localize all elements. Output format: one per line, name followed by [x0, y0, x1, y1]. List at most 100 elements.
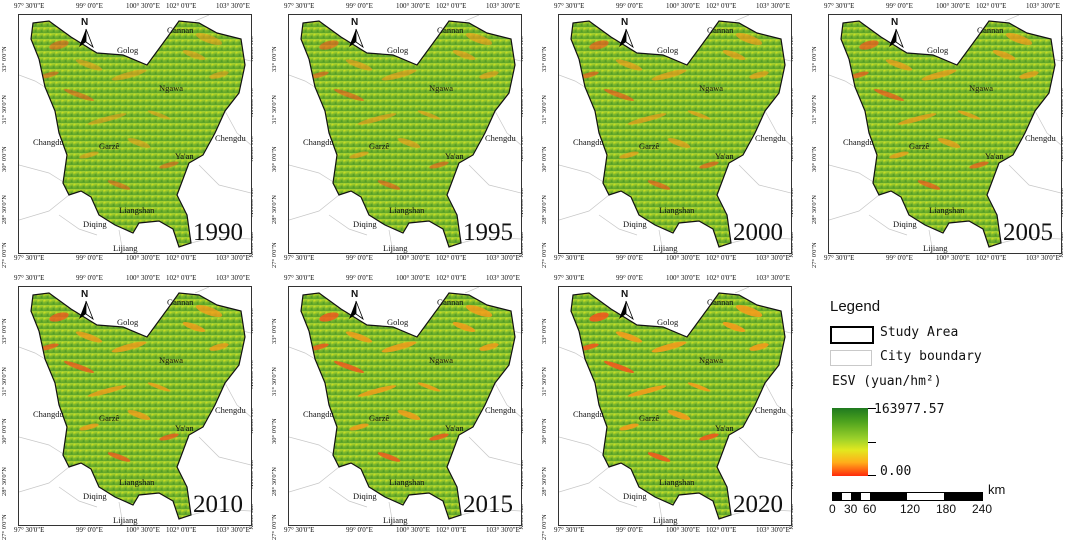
- map-legend: Legend Study Area City boundary ESV (yua…: [829, 298, 1060, 528]
- longitude-tick: 99° 0'0"E: [616, 2, 643, 10]
- low-esv-patch: [147, 382, 171, 392]
- longitude-tick: 97° 30'0"E: [284, 2, 315, 10]
- place-label-changdu: Changdu: [303, 409, 334, 419]
- city-boundary-line: [289, 194, 340, 221]
- longitude-tick: 97° 30'0"E: [284, 274, 315, 282]
- place-label-garze: Garzê: [639, 141, 660, 151]
- esv-label: ESV (yuan/hm²): [832, 374, 942, 389]
- low-esv-patch: [49, 312, 69, 322]
- low-esv-patch: [921, 69, 957, 81]
- place-label-diqing: Diqing: [623, 219, 647, 229]
- low-esv-patch: [309, 343, 329, 351]
- latitude-tick: 33° 0'0"N: [271, 318, 278, 344]
- latitude-tick: 31° 30'0"N: [1, 95, 8, 124]
- longitude-tick: 100° 30'0"E: [126, 254, 160, 262]
- low-esv-patch: [429, 433, 449, 441]
- longitude-tick: 103° 30'0"E: [216, 254, 250, 262]
- low-value-patches: [39, 304, 229, 462]
- place-label-yaan: Ya'an: [985, 151, 1004, 161]
- north-label: N: [621, 289, 629, 300]
- city-boundary-line: [764, 110, 791, 146]
- low-esv-patch: [397, 138, 421, 148]
- city-boundary-line: [1000, 236, 1061, 244]
- place-label-ngawa: Ngawa: [159, 355, 184, 365]
- longitude-tick: 103° 30'0"E: [486, 254, 520, 262]
- ramp-tick-max: [868, 408, 876, 409]
- city-boundary-line: [289, 346, 316, 360]
- low-esv-patch: [859, 40, 879, 50]
- longitude-tick: 99° 0'0"E: [886, 2, 913, 10]
- study-area-outline: [300, 292, 516, 520]
- longitude-tick: 99° 0'0"E: [886, 254, 913, 262]
- low-esv-patch: [589, 312, 609, 322]
- place-label-golog: Golog: [117, 317, 139, 327]
- north-label: N: [891, 17, 899, 28]
- low-esv-patch: [381, 341, 417, 353]
- map-year-label: 1995: [463, 219, 513, 246]
- longitude-tick: 99° 0'0"E: [616, 526, 643, 534]
- place-label-lijiang: Lijiang: [653, 515, 678, 525]
- city-boundary-line: [464, 15, 480, 22]
- low-esv-patch: [381, 69, 417, 81]
- place-label-gannan: Gannan: [167, 297, 194, 307]
- low-esv-patch: [465, 32, 493, 46]
- scale-bar-graphic: [832, 492, 983, 501]
- longitude-tick: 103° 30'0"E: [756, 526, 790, 534]
- map-year-label: 1990: [193, 219, 243, 246]
- low-esv-patch: [79, 151, 99, 159]
- longitude-tick: 100° 30'0"E: [666, 2, 700, 10]
- place-label-diqing: Diqing: [353, 219, 377, 229]
- low-esv-patch: [885, 59, 913, 71]
- map-frame: Gannan Golog Ngawa Chengdu Changdu Garzê Ya'an…: [18, 14, 252, 254]
- longitude-tick: 100° 30'0"E: [126, 274, 160, 282]
- latitude-tick: 27° 0'0"N: [1, 242, 8, 268]
- latitude-tick: 31° 30'0"N: [271, 367, 278, 396]
- low-value-patches: [579, 304, 769, 462]
- latitude-tick: 33° 0'0"N: [1, 46, 8, 72]
- longitude-tick: 103° 30'0"E: [756, 2, 790, 10]
- city-boundary-line: [19, 436, 66, 456]
- north-label: N: [81, 17, 89, 28]
- longitude-tick: 100° 30'0"E: [396, 274, 430, 282]
- city-boundary-line: [19, 346, 46, 360]
- place-label-garze: Garzê: [909, 141, 930, 151]
- longitude-tick: 103° 30'0"E: [1026, 2, 1060, 10]
- latitude-tick: 28° 30'0"N: [541, 467, 548, 496]
- place-label-diqing: Diqing: [83, 491, 107, 501]
- longitude-tick: 97° 30'0"E: [554, 274, 585, 282]
- city-boundary-line: [19, 466, 70, 493]
- city-boundary-line: [190, 508, 251, 516]
- study-area-label: Study Area: [880, 325, 959, 340]
- city-boundary-line: [1004, 15, 1020, 22]
- place-label-golog: Golog: [657, 317, 679, 327]
- low-esv-patch: [627, 113, 667, 125]
- low-esv-patch: [87, 385, 127, 397]
- place-label-yaan: Ya'an: [715, 423, 734, 433]
- city-boundary-line: [460, 236, 521, 244]
- longitude-tick: 102° 0'0"E: [166, 274, 197, 282]
- longitude-tick: 102° 0'0"E: [976, 254, 1007, 262]
- place-label-diqing: Diqing: [893, 219, 917, 229]
- longitude-tick: 100° 30'0"E: [936, 254, 970, 262]
- place-label-golog: Golog: [927, 45, 949, 55]
- longitude-tick: 97° 30'0"E: [554, 254, 585, 262]
- esv-map-2015: 97° 30'0"E 97° 30'0"E 99° 0'0"E 99° 0'0"E 10…: [270, 272, 535, 540]
- latitude-tick: 27° 0'0"N: [271, 514, 278, 540]
- latitude-tick: 31° 30'0"N: [541, 367, 548, 396]
- place-label-chengdu: Chengdu: [485, 133, 516, 143]
- low-esv-patch: [615, 59, 643, 71]
- low-esv-patch: [619, 423, 639, 431]
- longitude-tick: 102° 0'0"E: [706, 526, 737, 534]
- longitude-tick: 99° 0'0"E: [616, 274, 643, 282]
- latitude-tick: 28° 30'0"N: [541, 195, 548, 224]
- city-boundary-line: [468, 164, 521, 194]
- city-boundary-line: [19, 194, 70, 221]
- low-esv-patch: [127, 410, 151, 420]
- low-esv-patch: [417, 110, 441, 120]
- city-boundary-line: [388, 501, 394, 525]
- low-esv-patch: [107, 180, 131, 190]
- low-esv-patch: [897, 113, 937, 125]
- map-frame: Gannan Golog Ngawa Chengdu Changdu Garzê Ya'an…: [558, 286, 792, 526]
- low-esv-patch: [349, 423, 369, 431]
- north-arrow-icon: N: [75, 289, 97, 323]
